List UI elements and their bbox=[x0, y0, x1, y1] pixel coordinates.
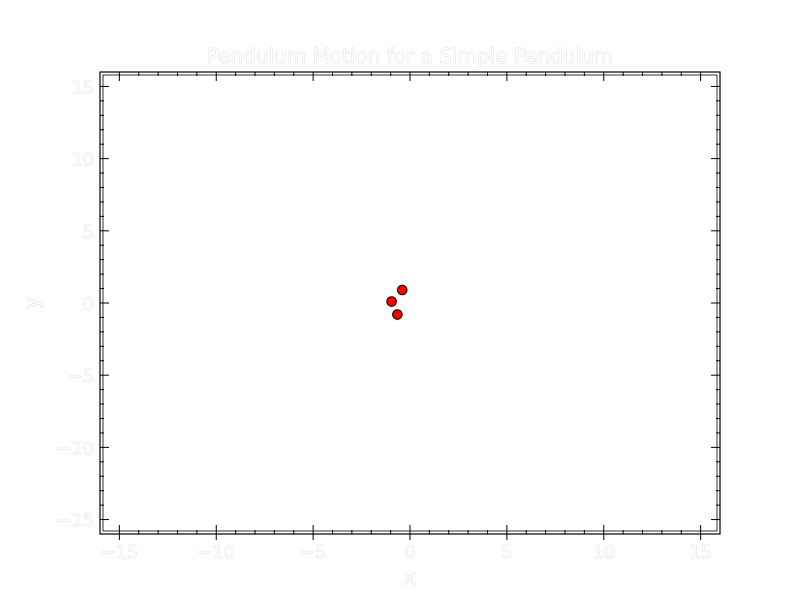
plot-area bbox=[100, 72, 720, 534]
y-tick-label: 0 bbox=[83, 294, 94, 315]
y-tick-label: 10 bbox=[71, 150, 94, 171]
x-tick-label: 10 bbox=[592, 542, 615, 563]
x-tick-label: −10 bbox=[197, 542, 235, 563]
x-tick-label: 15 bbox=[689, 542, 712, 563]
data-points bbox=[386, 284, 408, 320]
x-tick-label: −15 bbox=[100, 542, 138, 563]
data-point bbox=[386, 296, 397, 307]
plot-frame bbox=[99, 71, 721, 535]
chart-title: Pendulum Motion for a Simple Pendulum bbox=[207, 44, 613, 68]
x-tick-label: −5 bbox=[300, 542, 327, 563]
y-tick-label: −5 bbox=[67, 366, 94, 387]
y-axis-label: y bbox=[19, 297, 43, 309]
x-tick-label: 0 bbox=[404, 542, 415, 563]
x-tick-label: 5 bbox=[501, 542, 512, 563]
data-point bbox=[396, 284, 408, 296]
plot-inner-frame bbox=[102, 74, 718, 532]
y-tick-label: −15 bbox=[56, 511, 94, 532]
y-tick-label: −10 bbox=[56, 438, 94, 459]
tick-labels: −15 −10 −5 0 5 10 15 −15 −10 −5 0 5 10 15 bbox=[56, 77, 713, 563]
y-tick-label: 15 bbox=[71, 77, 94, 98]
x-axis-label: x bbox=[404, 565, 416, 589]
data-point bbox=[392, 309, 403, 320]
y-tick-label: 5 bbox=[83, 222, 94, 243]
